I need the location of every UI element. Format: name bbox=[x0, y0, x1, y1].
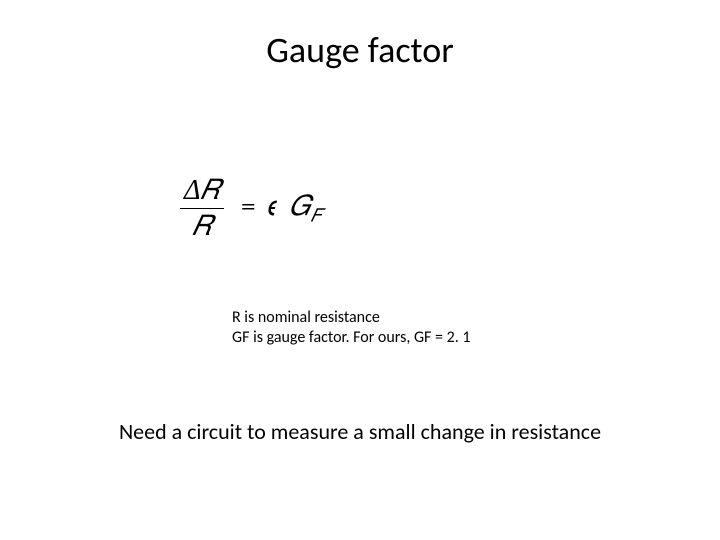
slide: Gauge factor Δ𝑅 𝑅 = 𝜖 𝐺𝐹 R is nominal re… bbox=[0, 0, 720, 540]
g-symbol: 𝐺 bbox=[289, 190, 310, 222]
definitions-block: R is nominal resistance GF is gauge fact… bbox=[232, 308, 470, 348]
numerator: Δ𝑅 bbox=[180, 175, 224, 209]
equation-rhs: = 𝜖 𝐺𝐹 bbox=[240, 190, 321, 222]
bottom-text: Need a circuit to measure a small change… bbox=[0, 418, 720, 445]
fraction: Δ𝑅 𝑅 bbox=[180, 175, 224, 242]
definition-line-1: R is nominal resistance bbox=[232, 308, 470, 328]
gauge-factor-equation: Δ𝑅 𝑅 = 𝜖 𝐺𝐹 bbox=[180, 175, 322, 242]
definition-line-2: GF is gauge factor. For ours, GF = 2. 1 bbox=[232, 328, 470, 348]
equals-sign: = bbox=[240, 190, 256, 222]
f-subscript: 𝐹 bbox=[311, 206, 322, 227]
denominator: 𝑅 bbox=[180, 209, 224, 242]
slide-title: Gauge factor bbox=[0, 28, 720, 72]
epsilon-symbol: 𝜖 bbox=[268, 190, 277, 222]
